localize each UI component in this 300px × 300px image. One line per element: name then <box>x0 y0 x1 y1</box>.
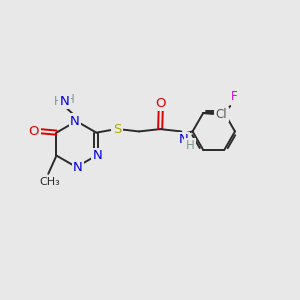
Text: H: H <box>53 95 62 108</box>
Text: N: N <box>59 95 69 108</box>
Text: O: O <box>28 125 39 138</box>
Text: N: N <box>73 160 83 174</box>
Text: H: H <box>186 139 195 152</box>
Text: N: N <box>179 133 189 146</box>
Text: F: F <box>231 90 238 103</box>
Text: Cl: Cl <box>216 108 227 121</box>
Text: O: O <box>155 97 166 110</box>
Text: N: N <box>70 115 80 128</box>
Text: S: S <box>113 123 121 136</box>
Text: N: N <box>93 149 103 162</box>
Text: H: H <box>66 93 75 106</box>
Text: CH₃: CH₃ <box>39 177 60 187</box>
